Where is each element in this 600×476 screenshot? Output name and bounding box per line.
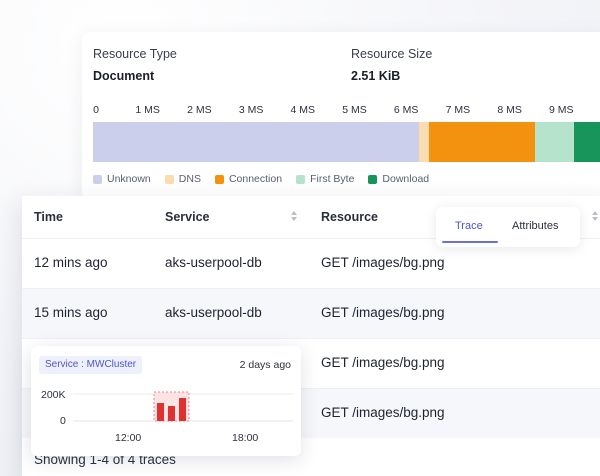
card-timestamp: 2 days ago — [239, 359, 291, 371]
table-row[interactable]: 12 mins ago aks-userpool-db GET /images/… — [22, 238, 600, 288]
timing-segment-first-byte — [535, 122, 574, 162]
tick-label: 3 MS — [238, 104, 264, 116]
legend-item-first-byte: First Byte — [296, 173, 354, 185]
y-axis-label: 0 — [60, 415, 66, 427]
legend-label: Download — [382, 173, 430, 185]
legend-item-connection: Connection — [214, 173, 283, 185]
column-header-resource[interactable]: Resource — [321, 210, 378, 224]
chart-bar — [157, 403, 164, 421]
cell-time: 15 mins ago — [34, 305, 108, 320]
service-chart-card: Service : MWCluster 2 days ago 200K 0 12… — [31, 346, 301, 456]
cell-resource: GET /images/bg.png — [321, 405, 445, 420]
service-badge[interactable]: Service : MWCluster — [39, 356, 143, 374]
cell-service: aks-userpool-db — [165, 255, 262, 270]
legend-swatch — [93, 174, 102, 184]
tick-label: 4 MS — [290, 104, 316, 116]
table-header: Time Service Resource — [22, 196, 600, 238]
tick-label: 7 MS — [445, 104, 471, 116]
cell-time: 12 mins ago — [34, 255, 108, 270]
timing-bar — [93, 122, 600, 162]
tick-label: 0 — [93, 104, 99, 116]
resource-timing-panel: Resource Type Document Resource Size 2.5… — [82, 32, 600, 200]
tick-label: 6 MS — [393, 104, 419, 116]
timing-segment-dns — [418, 122, 430, 162]
legend-swatch — [164, 174, 174, 184]
tick-label: 2 MS — [187, 104, 212, 116]
chart-bar — [179, 398, 186, 421]
column-header-service[interactable]: Service — [165, 210, 210, 224]
legend-label: Unknown — [107, 173, 151, 185]
timing-legend: Unknown DNS Connection First Byte Downlo… — [93, 173, 429, 185]
resource-type-value: Document — [93, 69, 155, 83]
legend-swatch — [296, 174, 306, 184]
tick-label: 8 MS — [497, 104, 522, 116]
timing-segment-connection — [429, 122, 536, 162]
timeline-axis: 0 1 MS 2 MS 3 MS 4 MS 5 MS 6 MS 7 MS 8 M… — [82, 104, 600, 118]
timing-segment-download — [573, 122, 600, 162]
resource-type-label: Resource Type — [93, 47, 177, 61]
legend-item-dns: DNS — [164, 173, 201, 185]
resource-size-label: Resource Size — [351, 47, 433, 61]
tick-label: 5 MS — [342, 104, 367, 116]
x-axis-label: 12:00 — [115, 432, 142, 444]
tab-attributes[interactable]: Attributes — [512, 220, 559, 232]
sort-icon[interactable] — [290, 210, 298, 222]
column-header-time[interactable]: Time — [34, 210, 63, 224]
cell-resource: GET /images/bg.png — [321, 355, 445, 370]
legend-label: First Byte — [310, 173, 355, 185]
table-row[interactable]: GET /images/bg.png — [22, 338, 600, 388]
timing-segment-unknown — [93, 122, 419, 162]
legend-item-download: Download — [368, 173, 429, 185]
tick-label: 1 MS — [135, 104, 160, 116]
sort-icon[interactable] — [591, 210, 599, 222]
table-row[interactable]: 15 mins ago aks-userpool-db GET /images/… — [22, 288, 600, 338]
view-tabs: Trace Attributes — [436, 207, 580, 247]
legend-item-unknown: Unknown — [93, 173, 151, 185]
x-axis-label: 18:00 — [232, 432, 259, 444]
cell-resource: GET /images/bg.png — [321, 305, 445, 320]
active-tab-indicator — [442, 241, 498, 243]
legend-label: DNS — [178, 173, 201, 185]
legend-label: Connection — [228, 173, 283, 185]
service-mini-chart — [73, 391, 293, 422]
legend-swatch — [214, 174, 224, 184]
cell-service: aks-userpool-db — [165, 305, 262, 320]
chart-bar — [168, 406, 175, 421]
y-axis-label: 200K — [41, 389, 66, 401]
legend-swatch — [368, 174, 378, 184]
tick-label: 9 MS — [549, 104, 574, 116]
resource-size-value: 2.51 KiB — [351, 69, 401, 83]
cell-resource: GET /images/bg.png — [321, 255, 445, 270]
tab-trace[interactable]: Trace — [455, 220, 483, 232]
